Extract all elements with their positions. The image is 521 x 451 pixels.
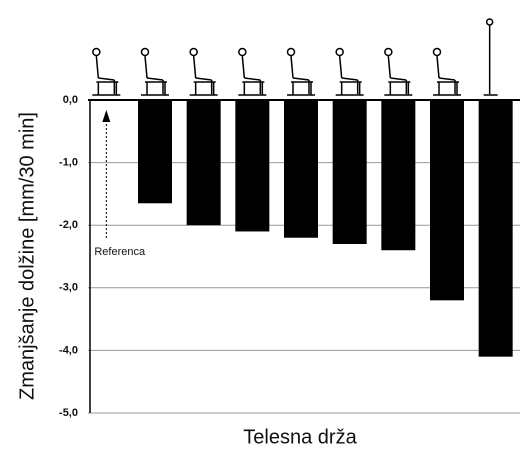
bar <box>430 100 464 300</box>
icon-part <box>93 49 100 56</box>
chart: Zmanjšanje dolžine [mm/30 min] Telesna d… <box>0 0 521 451</box>
icon-part <box>142 49 149 56</box>
y-tick-label: -4,0 <box>59 344 78 356</box>
icon-part <box>147 78 163 80</box>
y-tick-label: -3,0 <box>59 282 78 294</box>
bar <box>479 100 513 357</box>
bar <box>333 100 367 244</box>
icon-part <box>239 49 246 56</box>
icon-part <box>390 78 406 80</box>
posture-icon <box>336 49 364 96</box>
icon-part <box>434 49 441 56</box>
icon-part <box>293 78 309 80</box>
icon-part <box>291 56 293 78</box>
icon-part <box>342 78 358 80</box>
icon-part <box>437 56 439 78</box>
posture-icon <box>190 49 218 96</box>
bar <box>284 100 318 238</box>
icon-part <box>196 78 212 80</box>
icon-part <box>242 56 244 78</box>
y-axis-label: Zmanjšanje dolžine [mm/30 min] <box>16 112 38 400</box>
bar <box>381 100 415 250</box>
icon-part <box>487 19 493 25</box>
x-axis-label: Telesna drža <box>243 426 357 448</box>
icon-part <box>194 56 196 78</box>
icon-part <box>439 78 455 80</box>
posture-icon <box>287 49 315 96</box>
y-tick-label: -1,0 <box>59 157 78 169</box>
icon-part <box>244 78 260 80</box>
y-tick-label: -2,0 <box>59 219 78 231</box>
posture-icon <box>484 19 498 95</box>
icon-part <box>388 56 390 78</box>
posture-icon <box>384 49 412 96</box>
annotation: Referenca <box>94 246 146 258</box>
icon-part <box>145 56 147 78</box>
posture-icon <box>141 49 169 96</box>
icon-part <box>96 56 98 78</box>
posture-icon <box>238 49 266 96</box>
icon-part <box>288 49 295 56</box>
icon-part <box>385 49 392 56</box>
posture-icon <box>433 49 461 96</box>
icon-part <box>98 78 114 80</box>
y-tick-label: 0,0 <box>63 94 78 106</box>
bar <box>138 100 172 203</box>
reference-arrowhead <box>102 110 110 122</box>
icon-part <box>190 49 197 56</box>
posture-icon <box>92 49 120 96</box>
bar <box>187 100 221 225</box>
bar <box>235 100 269 231</box>
icon-part <box>340 56 342 78</box>
y-tick-label: -5,0 <box>59 407 78 419</box>
icon-part <box>336 49 343 56</box>
